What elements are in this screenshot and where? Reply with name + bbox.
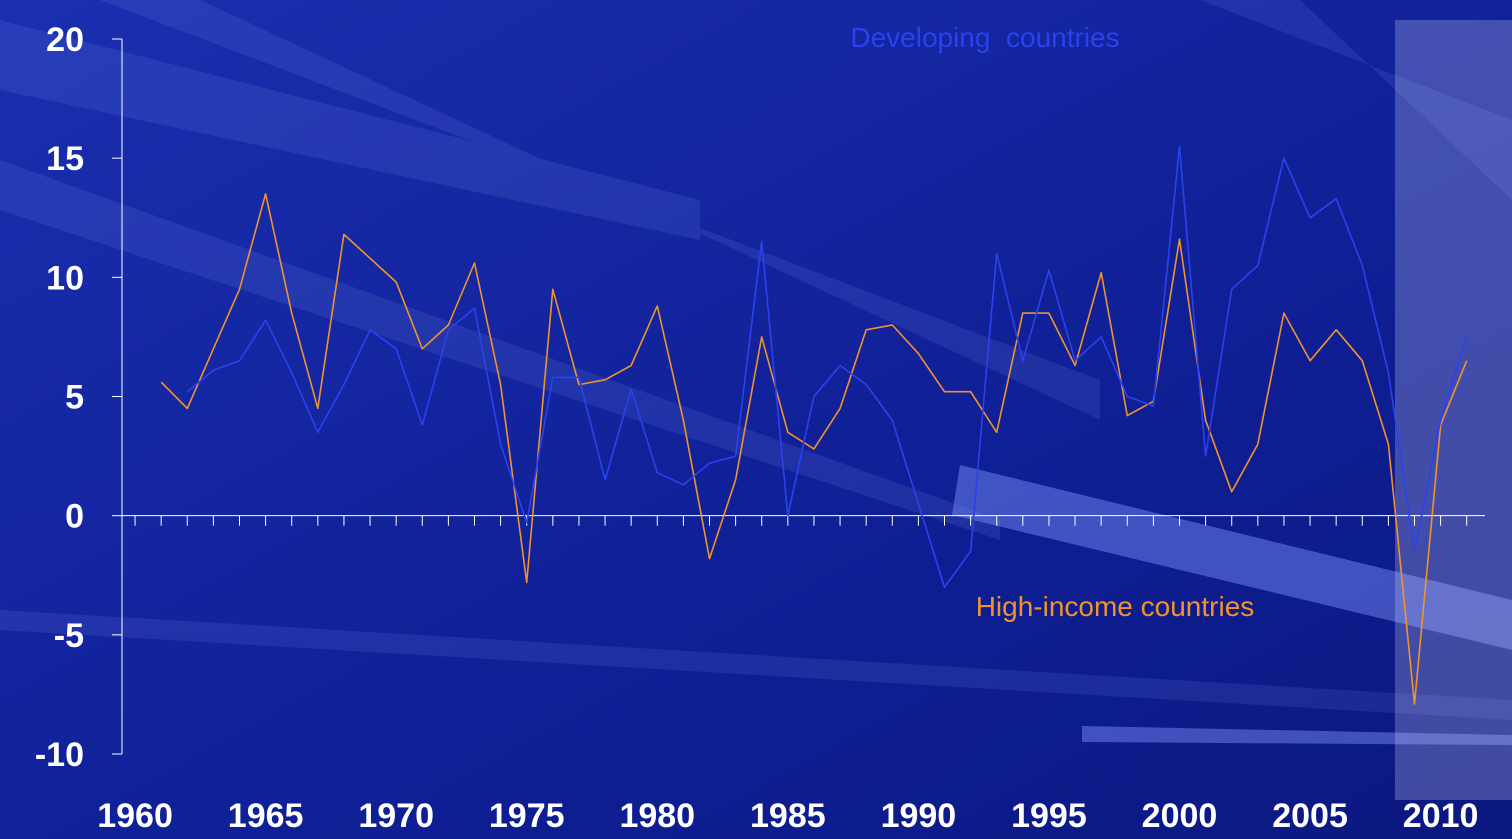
y-tick-label: -10 bbox=[35, 736, 84, 774]
y-tick-label: -5 bbox=[54, 617, 84, 655]
series-label: High-income countries bbox=[976, 591, 1255, 622]
x-tick-label: 1970 bbox=[358, 797, 434, 835]
y-tick-label: 15 bbox=[46, 140, 84, 178]
page: {"chart_data": { "type": "line", "x": [1… bbox=[0, 0, 1512, 839]
x-tick-label: 2005 bbox=[1272, 797, 1348, 835]
y-tick-label: 20 bbox=[46, 21, 84, 59]
y-tick-label: 5 bbox=[65, 379, 84, 417]
x-tick-label: 1975 bbox=[489, 797, 565, 835]
series-label: Developing countries bbox=[850, 22, 1119, 53]
x-tick-label: 1960 bbox=[97, 797, 173, 835]
x-tick-label: 1990 bbox=[881, 797, 957, 835]
y-tick-label: 0 bbox=[65, 498, 84, 536]
chart: High-income countries Developing countri… bbox=[0, 0, 1512, 839]
x-tick-label: 1995 bbox=[1011, 797, 1087, 835]
y-tick-label: 10 bbox=[46, 259, 84, 297]
x-tick-label: 2000 bbox=[1142, 797, 1218, 835]
x-tick-label: 1965 bbox=[228, 797, 304, 835]
x-tick-label: 1985 bbox=[750, 797, 826, 835]
x-tick-label: 1980 bbox=[619, 797, 695, 835]
x-tick-label: 2010 bbox=[1403, 797, 1479, 835]
